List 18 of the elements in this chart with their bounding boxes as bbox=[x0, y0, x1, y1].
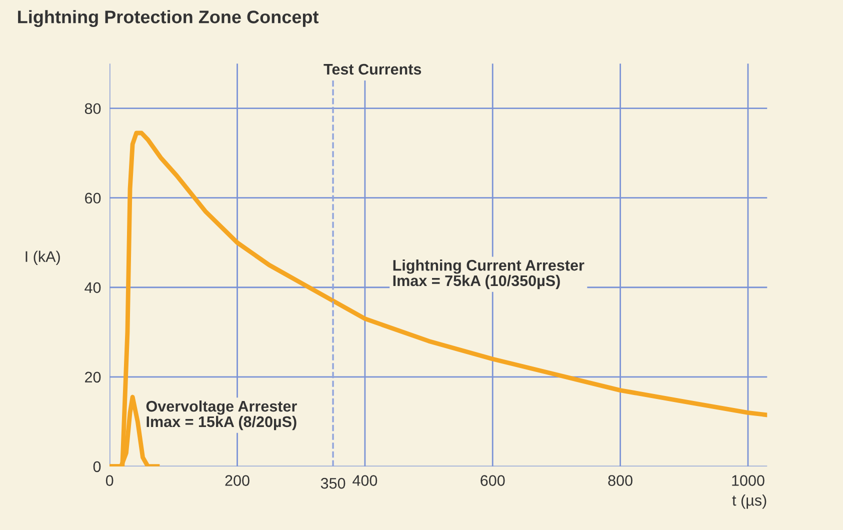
y-tick-label: 40 bbox=[84, 282, 101, 294]
chart-title: Lightning Protection Zone Concept bbox=[18, 10, 319, 28]
annotation: Overvoltage Arrester Imax = 15kA (8/20µS) bbox=[146, 400, 297, 430]
y-tick-label: 60 bbox=[85, 192, 101, 204]
annotation: Lightning Current Arrester Imax = 75kA (10/350µS) bbox=[393, 260, 584, 290]
ref-line-label: 350 bbox=[320, 478, 346, 489]
y-tick-label: 0 bbox=[93, 461, 101, 472]
x-tick-label: 0 bbox=[106, 475, 114, 486]
x-tick-label: 200 bbox=[225, 475, 250, 486]
y-axis-title: I (kA) bbox=[26, 250, 60, 265]
y-tick-label: 80 bbox=[84, 103, 101, 114]
x-tick-label: 1000 bbox=[732, 475, 764, 486]
x-tick-label: 800 bbox=[608, 475, 632, 486]
annotation: Test Currents bbox=[324, 64, 422, 75]
y-tick-label: 20 bbox=[85, 372, 101, 383]
x-axis-title: t (µs) bbox=[732, 494, 766, 509]
x-tick-label: 600 bbox=[480, 475, 505, 486]
x-tick-label: 400 bbox=[352, 475, 378, 486]
